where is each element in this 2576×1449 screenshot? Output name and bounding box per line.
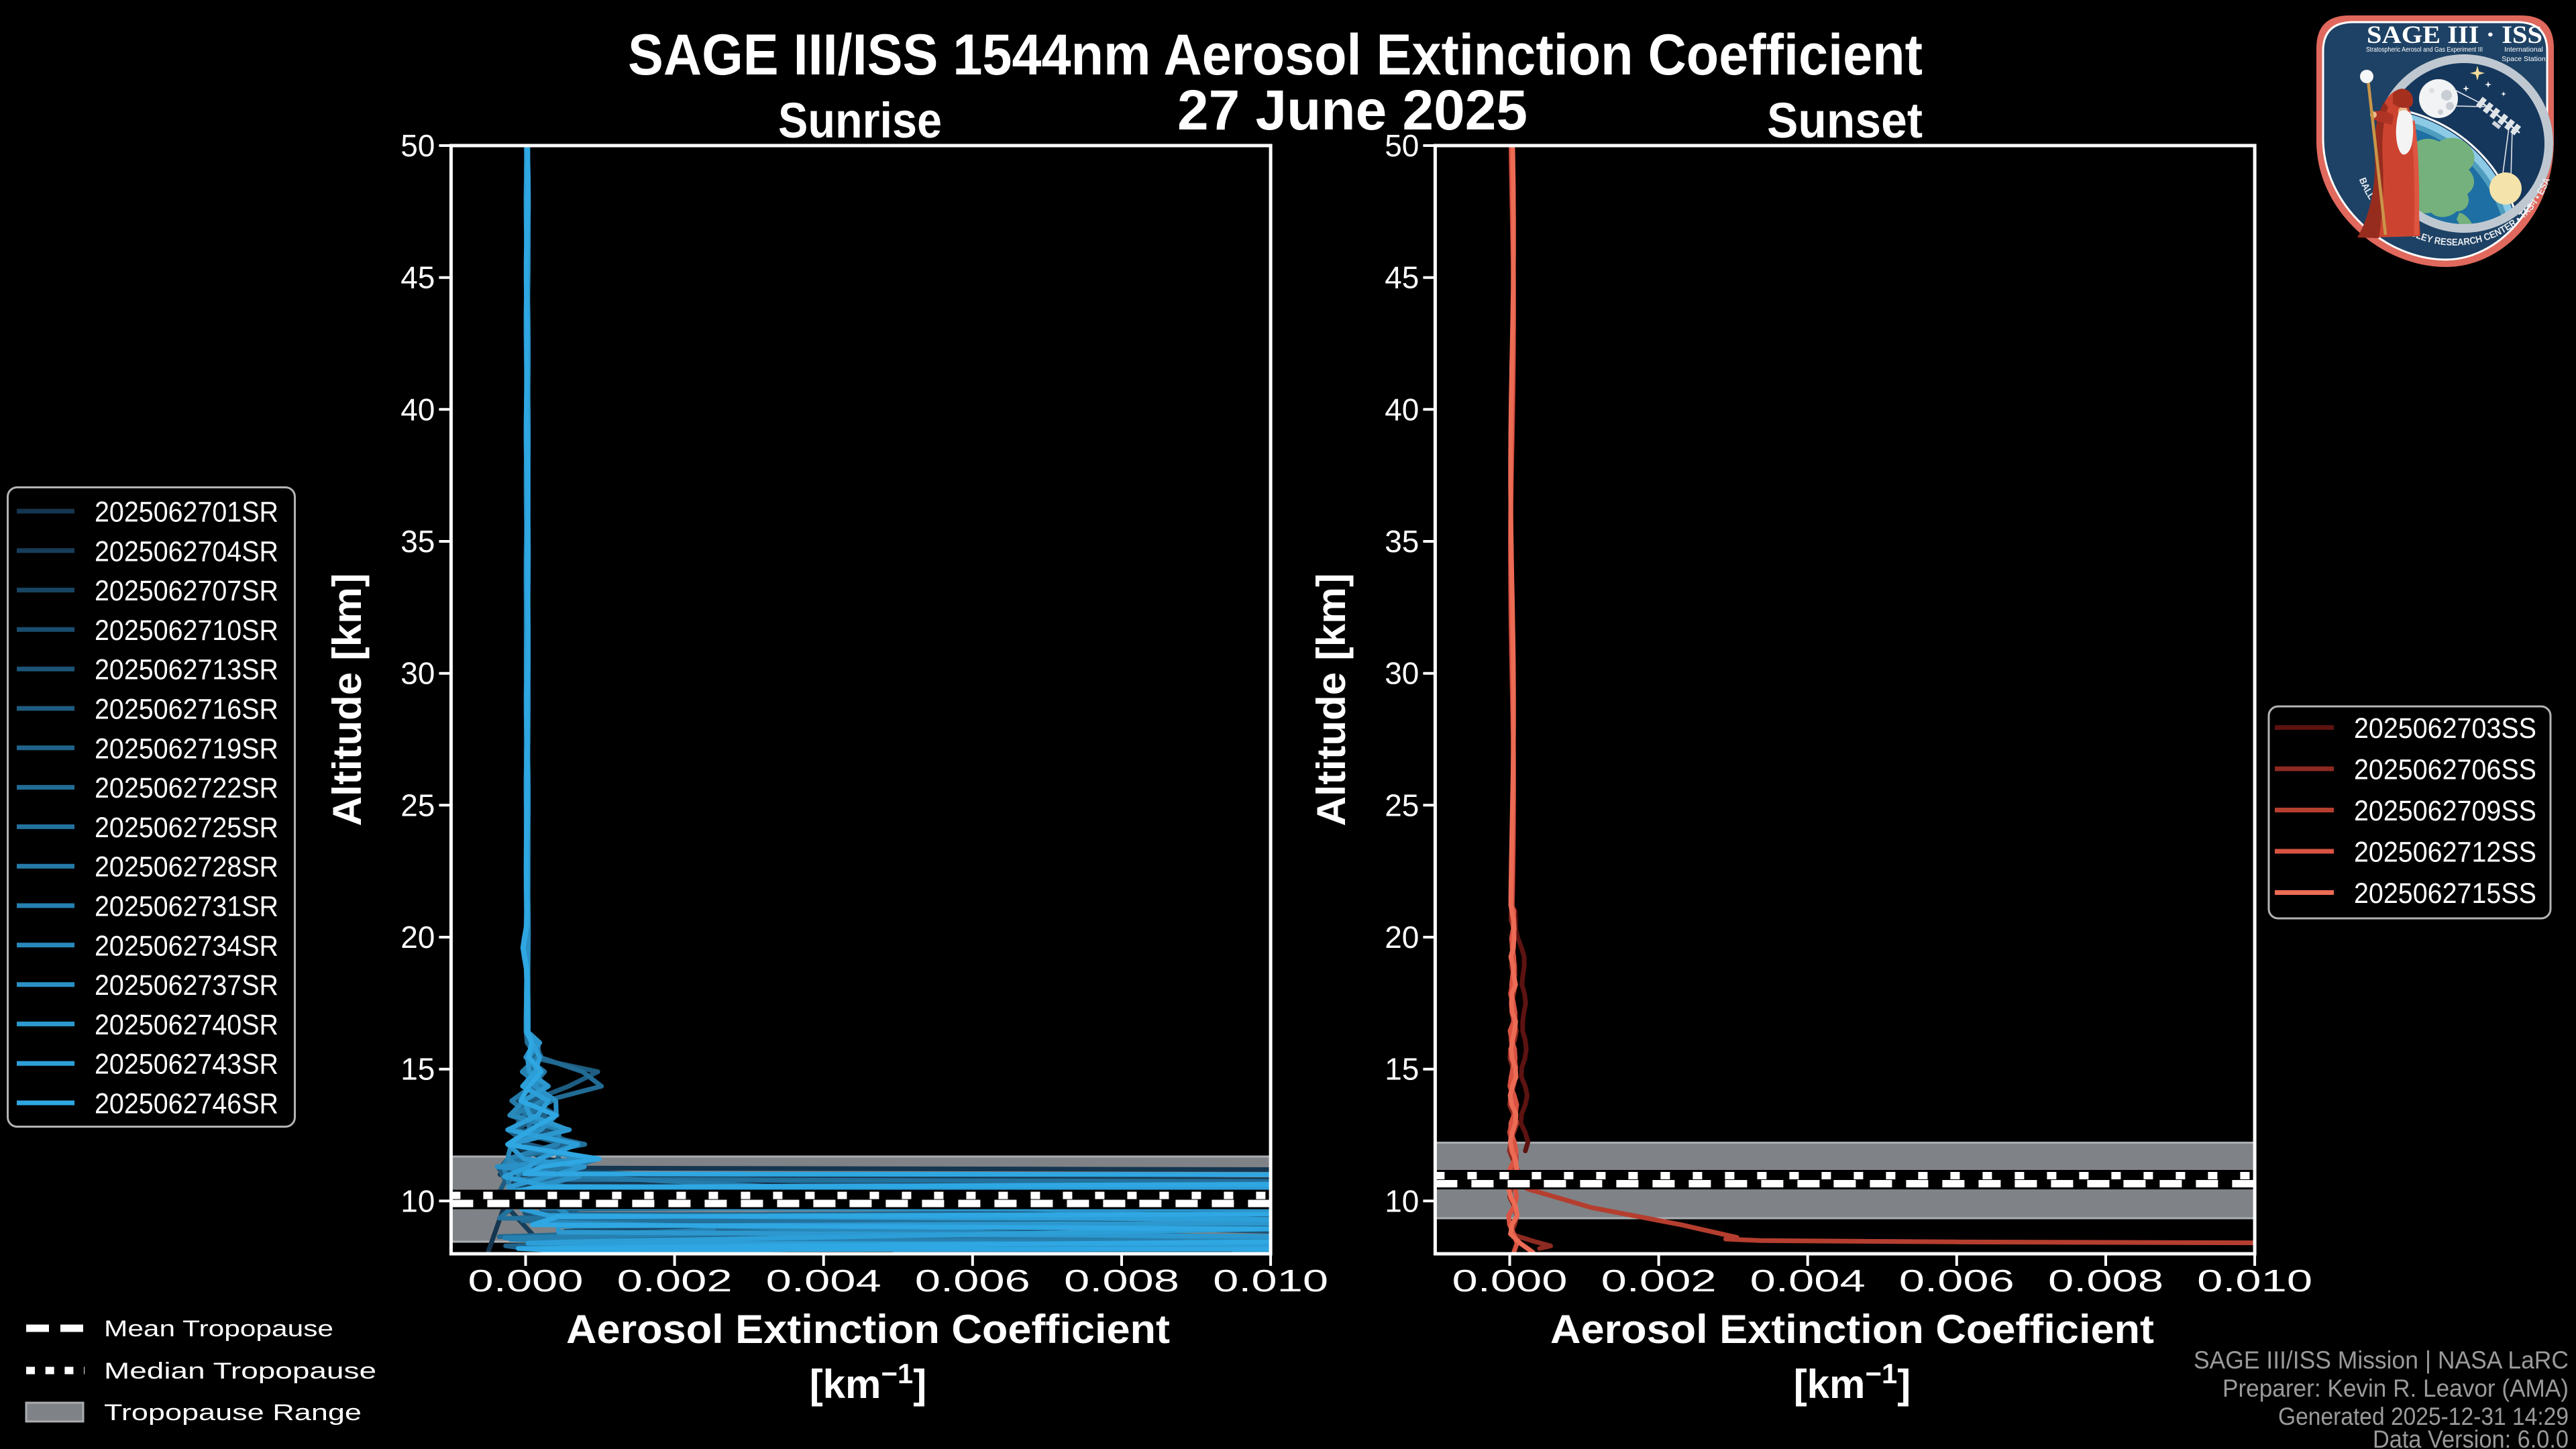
svg-text:2025062706SS: 2025062706SS (2354, 754, 2536, 786)
svg-text:10: 10 (400, 1183, 435, 1218)
svg-text:50: 50 (1385, 128, 1419, 163)
svg-text:Data Version: 6.0.0: Data Version: 6.0.0 (2373, 1426, 2569, 1449)
svg-text:15: 15 (1385, 1052, 1419, 1087)
svg-text:0.006: 0.006 (915, 1263, 1030, 1298)
svg-text:30: 30 (1385, 656, 1419, 691)
svg-text:0.004: 0.004 (1750, 1263, 1866, 1298)
svg-text:30: 30 (400, 656, 435, 691)
svg-text:2025062731SR: 2025062731SR (95, 891, 278, 923)
svg-text:2025062712SS: 2025062712SS (2354, 837, 2536, 869)
svg-text:27 June 2025: 27 June 2025 (1177, 78, 1527, 142)
svg-text:2025062743SR: 2025062743SR (95, 1049, 278, 1081)
svg-text:2025062715SS: 2025062715SS (2354, 877, 2536, 910)
svg-text:Median Tropopause: Median Tropopause (104, 1358, 376, 1384)
svg-text:2025062703SS: 2025062703SS (2354, 712, 2536, 745)
svg-text:Altitude [km]: Altitude [km] (325, 574, 370, 826)
svg-text:0.000: 0.000 (1452, 1263, 1568, 1298)
svg-text:[km−1]: [km−1] (1794, 1358, 1911, 1407)
svg-text:2025062707SR: 2025062707SR (95, 575, 278, 607)
svg-text:Generated 2025-12-31 14:29: Generated 2025-12-31 14:29 (2278, 1403, 2569, 1430)
svg-text:2025062713SR: 2025062713SR (95, 654, 278, 686)
svg-text:Aerosol Extinction Coefficient: Aerosol Extinction Coefficient (1550, 1307, 2154, 1352)
svg-text:SAGE III · ISS: SAGE III · ISS (2367, 21, 2542, 49)
svg-text:0.008: 0.008 (2048, 1263, 2163, 1298)
svg-text:2025062722SR: 2025062722SR (95, 772, 278, 804)
svg-text:40: 40 (1385, 392, 1419, 427)
svg-text:SAGE III/ISS Mission | NASA La: SAGE III/ISS Mission | NASA LaRC (2194, 1346, 2569, 1374)
svg-text:20: 20 (400, 920, 435, 955)
svg-text:SAGE III/ISS 1544nm Aerosol Ex: SAGE III/ISS 1544nm Aerosol Extinction C… (628, 23, 1923, 87)
svg-text:35: 35 (1385, 524, 1419, 559)
svg-text:2025062719SR: 2025062719SR (95, 733, 278, 765)
svg-text:2025062710SR: 2025062710SR (95, 614, 278, 647)
svg-text:40: 40 (400, 392, 435, 427)
svg-text:2025062701SR: 2025062701SR (95, 496, 278, 529)
svg-text:20: 20 (1385, 920, 1419, 955)
svg-text:2025062704SR: 2025062704SR (95, 535, 278, 568)
svg-text:0.006: 0.006 (1899, 1263, 2015, 1298)
svg-text:0.010: 0.010 (1213, 1263, 1328, 1298)
svg-text:10: 10 (1385, 1183, 1419, 1218)
svg-text:0.002: 0.002 (617, 1263, 733, 1298)
svg-text:0.010: 0.010 (2197, 1263, 2312, 1298)
svg-text:0.008: 0.008 (1064, 1263, 1179, 1298)
svg-text:50: 50 (400, 128, 435, 163)
svg-text:Sunset: Sunset (1767, 93, 1923, 148)
svg-text:Preparer: Kevin R. Leavor (AMA: Preparer: Kevin R. Leavor (AMA) (2222, 1375, 2569, 1402)
svg-text:0.002: 0.002 (1601, 1263, 1717, 1298)
svg-text:25: 25 (1385, 788, 1419, 822)
svg-text:2025062725SR: 2025062725SR (95, 812, 278, 844)
svg-text:45: 45 (400, 260, 435, 295)
svg-text:2025062734SR: 2025062734SR (95, 930, 278, 962)
svg-text:2025062728SR: 2025062728SR (95, 851, 278, 883)
svg-text:45: 45 (1385, 260, 1419, 295)
svg-text:Aerosol Extinction Coefficient: Aerosol Extinction Coefficient (566, 1307, 1170, 1352)
svg-text:Space Station: Space Station (2502, 55, 2546, 63)
svg-text:Sunrise: Sunrise (778, 93, 942, 148)
svg-text:25: 25 (400, 788, 435, 822)
svg-text:2025062737SR: 2025062737SR (95, 969, 278, 1002)
svg-text:0.004: 0.004 (766, 1263, 881, 1298)
svg-text:Mean Tropopause: Mean Tropopause (104, 1316, 333, 1342)
svg-text:Stratospheric Aerosol and Gas: Stratospheric Aerosol and Gas Experiment… (2366, 46, 2483, 54)
svg-text:Altitude [km]: Altitude [km] (1309, 574, 1354, 826)
svg-text:2025062709SS: 2025062709SS (2354, 795, 2536, 827)
svg-text:15: 15 (400, 1052, 435, 1087)
svg-text:2025062746SR: 2025062746SR (95, 1088, 278, 1120)
svg-text:2025062740SR: 2025062740SR (95, 1009, 278, 1041)
svg-text:0.000: 0.000 (468, 1263, 584, 1298)
svg-text:International: International (2504, 46, 2543, 54)
svg-text:2025062716SR: 2025062716SR (95, 694, 278, 726)
svg-text:Tropopause Range: Tropopause Range (104, 1400, 362, 1426)
svg-text:35: 35 (400, 524, 435, 559)
